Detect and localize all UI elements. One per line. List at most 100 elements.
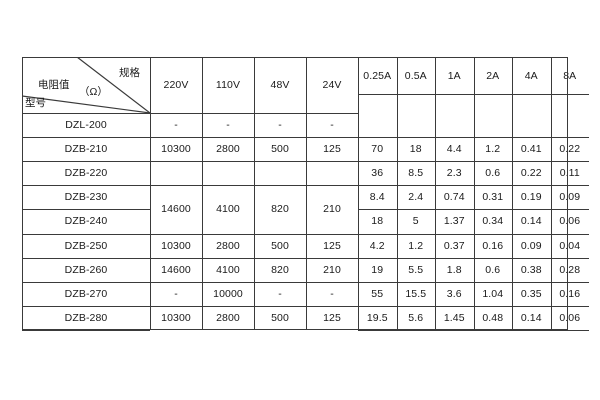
hline-model-7 [22, 281, 150, 283]
current-cell-r2-c3: 0.31 [473, 185, 512, 210]
hline-volt-5 [150, 233, 358, 235]
resistance-cell-r5-c2: 820 [254, 257, 306, 282]
current-cell-r4-c0: 4.2 [358, 233, 397, 258]
current-cell-r5-c1: 5.5 [396, 257, 435, 282]
resistance-cell-r3-c0: 14600 [150, 185, 202, 234]
vline-cur-2 [435, 57, 436, 330]
hline-model-4 [22, 209, 150, 211]
resistance-cell-r3-c2: 820 [254, 185, 306, 234]
current-cell-r2-c1: 2.4 [396, 185, 435, 210]
vline-volt-3 [306, 57, 307, 330]
current-cell-r6-c0: 55 [358, 281, 397, 306]
hline-model-8 [22, 305, 150, 307]
resistance-cell-r1-c3: 125 [306, 137, 358, 162]
column-header-voltage-3: 24V [306, 57, 358, 113]
current-cell-r3-c2: 1.37 [435, 209, 474, 234]
vline-cur-1 [396, 57, 398, 330]
current-cell-r4-c4: 0.09 [512, 233, 551, 258]
corner-label-model: 型号 [25, 97, 46, 109]
resistance-cell-r1-c0: 10300 [150, 137, 202, 162]
current-cell-r0-c0: 70 [358, 137, 397, 162]
hline-cur-2 [358, 185, 589, 187]
hline-model-1 [22, 137, 150, 139]
current-cell-r4-c5: 0.04 [550, 233, 589, 258]
resistance-cell-r7-c3: 125 [306, 305, 358, 330]
current-cell-r6-c2: 3.6 [435, 281, 474, 306]
corner-header-cell: 规格 电阻值 （Ω） 型号 [22, 57, 150, 113]
model-cell-7: DZB-270 [22, 281, 150, 306]
model-cell-5: DZB-250 [22, 233, 150, 258]
current-cell-r5-c4: 0.38 [512, 257, 551, 282]
vline-volt-4 [358, 57, 359, 330]
current-cell-r4-c1: 1.2 [396, 233, 435, 258]
column-header-voltage-0: 220V [150, 57, 202, 113]
hline-cur-0 [358, 137, 589, 139]
current-cell-r4-c2: 0.37 [435, 233, 474, 258]
resistance-cell-r0-c3: - [306, 113, 358, 138]
resistance-cell-r2-c2 [254, 161, 306, 186]
column-header-current-3: 2A [473, 57, 512, 94]
current-cell-r6-c5: 0.16 [550, 281, 589, 306]
current-cell-r4-c3: 0.16 [473, 233, 512, 258]
hline-cur-3 [358, 209, 589, 211]
resistance-cell-r5-c1: 4100 [202, 257, 254, 282]
current-cell-r5-c5: 0.28 [550, 257, 589, 282]
current-cell-r5-c0: 19 [358, 257, 397, 282]
current-cell-r7-c4: 0.14 [512, 305, 551, 330]
vline-model-volt [150, 57, 151, 330]
column-header-voltage-2: 48V [254, 57, 306, 113]
resistance-cell-r3-c3: 210 [306, 185, 358, 234]
model-cell-8: DZB-280 [22, 305, 150, 330]
current-cell-r0-c3: 1.2 [473, 137, 512, 162]
hline-cur-1 [358, 161, 589, 163]
specification-table: 规格 电阻值 （Ω） 型号 220V 110V 48V 24V 0.25A 0.5A 1A 2… [22, 57, 589, 331]
column-header-current-4: 4A [512, 57, 551, 94]
resistance-cell-r7-c0: 10300 [150, 305, 202, 330]
current-cell-r3-c4: 0.14 [512, 209, 551, 234]
current-cell-r1-c2: 2.3 [435, 161, 474, 186]
resistance-cell-r5-c3: 210 [306, 257, 358, 282]
resistance-cell-r6-c1: 10000 [202, 281, 254, 306]
current-cell-r6-c4: 0.35 [512, 281, 551, 306]
hline-model-3 [22, 185, 150, 187]
hline-volt-7 [150, 281, 358, 283]
vline-volt-2 [254, 57, 255, 330]
current-cell-r3-c0: 18 [358, 209, 397, 234]
current-cell-r2-c5: 0.09 [550, 185, 589, 210]
hline-volt-1 [150, 137, 358, 139]
corner-label-ohm-unit: （Ω） [79, 86, 108, 98]
current-cell-r0-c4: 0.41 [512, 137, 551, 162]
hline-model-5 [22, 233, 150, 235]
resistance-cell-r6-c3: - [306, 281, 358, 306]
hline-cur-6 [358, 281, 589, 283]
vline-cur-3 [473, 57, 475, 330]
current-cell-r6-c3: 1.04 [473, 281, 512, 306]
resistance-cell-r2-c3 [306, 161, 358, 186]
model-cell-3: DZB-230 [22, 185, 150, 210]
column-header-current-2: 1A [435, 57, 474, 94]
resistance-cell-r0-c1: - [202, 113, 254, 138]
hline-model-2 [22, 161, 150, 163]
resistance-cell-r0-c0: - [150, 113, 202, 138]
current-cell-r5-c2: 1.8 [435, 257, 474, 282]
current-cell-r2-c0: 8.4 [358, 185, 397, 210]
current-cell-r7-c1: 5.6 [396, 305, 435, 330]
current-cell-r0-c1: 18 [396, 137, 435, 162]
column-header-current-5: 8A [550, 57, 589, 94]
model-cell-2: DZB-220 [22, 161, 150, 186]
resistance-cell-r5-c0: 14600 [150, 257, 202, 282]
resistance-cell-r3-c1: 4100 [202, 185, 254, 234]
hline-volt-2 [150, 161, 358, 163]
hline-cur-4 [358, 233, 589, 235]
hline-cur-5 [358, 257, 589, 259]
hline-volt-3 [150, 185, 358, 187]
resistance-cell-r6-c0: - [150, 281, 202, 306]
hline-volt-8 [150, 305, 358, 307]
hline-model-6 [22, 257, 150, 259]
current-cell-r0-c5: 0.22 [550, 137, 589, 162]
current-cell-r3-c1: 5 [396, 209, 435, 234]
current-cell-r7-c2: 1.45 [435, 305, 474, 330]
resistance-cell-r0-c2: - [254, 113, 306, 138]
current-cell-r0-c2: 4.4 [435, 137, 474, 162]
resistance-cell-r7-c1: 2800 [202, 305, 254, 330]
